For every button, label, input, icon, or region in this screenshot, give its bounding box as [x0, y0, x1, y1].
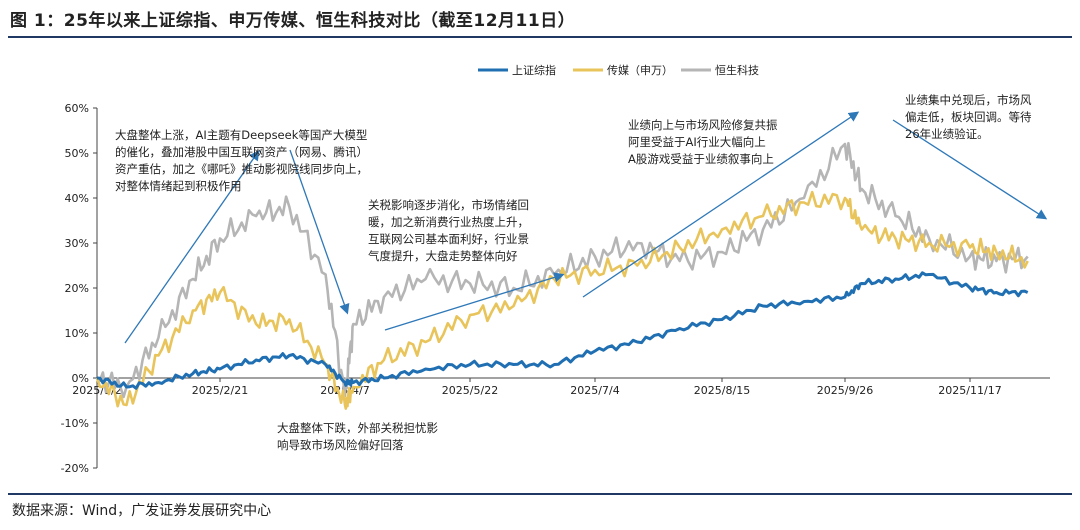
trend-arrow [892, 119, 1048, 220]
annotation-drop: 大盘整体下跌，外部关税担忧影 响导致市场风险偏好回落 [277, 420, 438, 454]
annotation-line: 暖，加之新消费行业热度上升， [368, 215, 529, 229]
x-tick-label: 2025/5/22 [442, 384, 498, 397]
trend-arrow [289, 149, 350, 315]
x-tick-label: 2025/7/4 [570, 384, 619, 397]
y-tick-label: 30% [65, 237, 89, 250]
series-line-0 [96, 271, 1029, 390]
annotation-line: 关税影响逐步消化，市场情绪回 [368, 198, 529, 212]
annotation-line: A股游戏受益于业绩叙事向上 [628, 152, 774, 166]
y-tick-label: 50% [65, 147, 89, 160]
annotation-earnings-resonance: 业绩向上与市场风险修复共振 阿里受益于AI行业大幅向上 A股游戏受益于业绩叙事向上 [628, 117, 778, 168]
x-tick-label: 2025/9/26 [817, 384, 873, 397]
annotation-line: 气度提升，大盘走势整体向好 [368, 249, 518, 263]
annotation-line: 的催化，叠加港股中国互联网资产（网易、腾讯） [115, 145, 368, 159]
y-tick-label: 40% [65, 192, 89, 205]
x-tick-label: 2025/8/15 [694, 384, 750, 397]
annotation-line: 业绩集中兑现后，市场风 [905, 93, 1032, 107]
y-tick-label: 10% [65, 327, 89, 340]
annotation-line: 阿里受益于AI行业大幅向上 [628, 135, 766, 149]
legend-label: 恒生科技 [715, 63, 759, 77]
legend-label: 上证综指 [512, 63, 556, 77]
chart-title: 图 1：25年以来上证综指、申万传媒、恒生科技对比（截至12月11日） [10, 11, 576, 31]
annotation-line: 26年业绩验证。 [905, 127, 989, 141]
data-source: 数据来源：Wind，广发证券发展研究中心 [12, 503, 272, 519]
annotation-line: 业绩向上与市场风险修复共振 [628, 118, 778, 132]
series-line-2 [96, 141, 1029, 399]
chart-area: 60%50%40%30%20%10%0%-10%-20%2025/1/2 2025… [61, 63, 1050, 475]
series-line-1 [95, 190, 1029, 410]
annotation-line: 资产重估，加之《哪吒》推动影视院线同步向上， [115, 162, 368, 176]
y-tick-label: 60% [65, 102, 89, 115]
annotation-pullback: 业绩集中兑现后，市场风 偏走低，板块回调。等待 26年业绩验证。 [905, 92, 1032, 143]
annotation-line: 对整体情绪起到积极作用 [115, 179, 242, 193]
source-rule [8, 493, 1072, 495]
annotation-line: 大盘整体上涨，AI主题有Deepseek等国产大模型 [115, 128, 368, 142]
trend-arrow [124, 149, 260, 344]
trend-arrow [384, 272, 565, 331]
y-tick-label: 0% [72, 372, 89, 385]
x-tick-label: 2025/2/21 [192, 384, 248, 397]
annotation-recovery: 关税影响逐步消化，市场情绪回 暖，加之新消费行业热度上升， 互联网公司基本面利好，行… [368, 197, 529, 265]
annotation-line: 偏走低，板块回调。等待 [905, 110, 1032, 124]
y-tick-label: -10% [61, 417, 89, 430]
annotation-line: 互联网公司基本面利好，行业景 [368, 232, 529, 246]
y-tick-label: -20% [61, 462, 89, 475]
annotation-line: 大盘整体下跌，外部关税担忧影 [277, 421, 438, 435]
trend-arrow [582, 111, 860, 298]
title-rule [8, 36, 1072, 38]
x-tick-label: 2025/11/17 [938, 384, 1001, 397]
annotation-rally: 大盘整体上涨，AI主题有Deepseek等国产大模型 的催化，叠加港股中国互联网资… [115, 127, 368, 195]
y-tick-label: 20% [65, 282, 89, 295]
annotation-line: 响导致市场风险偏好回落 [277, 438, 404, 452]
legend-label: 传媒（申万） [607, 64, 673, 77]
